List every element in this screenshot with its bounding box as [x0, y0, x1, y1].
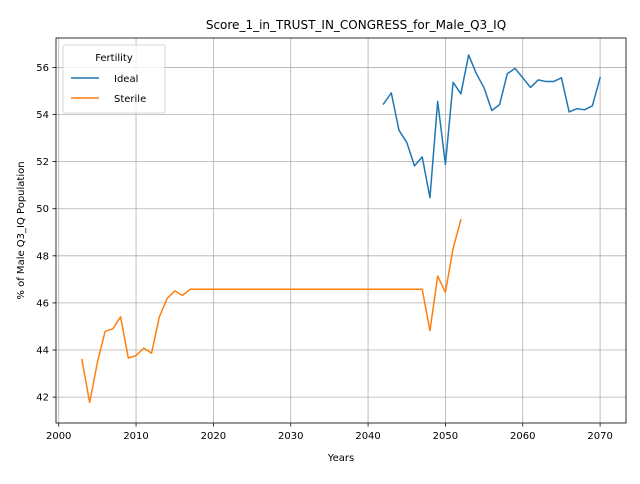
y-tick-label: 48 — [36, 251, 49, 262]
x-tick-label: 2010 — [123, 431, 148, 442]
series-line-ideal — [382, 54, 602, 199]
x-tick-label: 2000 — [46, 431, 71, 442]
legend-box — [62, 44, 166, 114]
plot-frame — [55, 37, 627, 424]
y-tick-label: 50 — [36, 204, 49, 215]
series-line-sterile — [81, 218, 462, 404]
y-axis-label: % of Male Q3_IQ Population — [16, 161, 27, 299]
x-tick-label: 2020 — [201, 431, 226, 442]
x-tick-label: 2070 — [587, 431, 612, 442]
legend: Fertility Ideal Sterile — [62, 44, 166, 114]
x-axis: 2000 2010 2020 2030 2040 2050 2060 2070 — [46, 423, 613, 442]
chart-title: Score_1_in_TRUST_IN_CONGRESS_for_Male_Q3… — [206, 18, 506, 32]
y-tick-label: 56 — [36, 63, 49, 74]
x-tick-label: 2050 — [433, 431, 458, 442]
series-lines — [81, 54, 602, 404]
y-tick-label: 46 — [36, 298, 49, 309]
y-axis: 42 44 46 48 50 52 54 56 — [36, 63, 56, 404]
grid — [56, 38, 626, 423]
y-tick-label: 52 — [36, 157, 49, 168]
x-tick-label: 2040 — [355, 431, 380, 442]
legend-label-sterile: Sterile — [114, 94, 146, 105]
y-tick-label: 54 — [36, 110, 49, 121]
x-axis-label: Years — [327, 453, 354, 464]
legend-entries: Ideal Sterile — [71, 74, 146, 105]
legend-title: Fertility — [95, 53, 133, 64]
legend-label-ideal: Ideal — [114, 74, 138, 85]
y-tick-label: 42 — [36, 393, 49, 404]
x-tick-label: 2030 — [278, 431, 303, 442]
y-tick-label: 44 — [36, 346, 49, 357]
x-tick-label: 2060 — [510, 431, 535, 442]
